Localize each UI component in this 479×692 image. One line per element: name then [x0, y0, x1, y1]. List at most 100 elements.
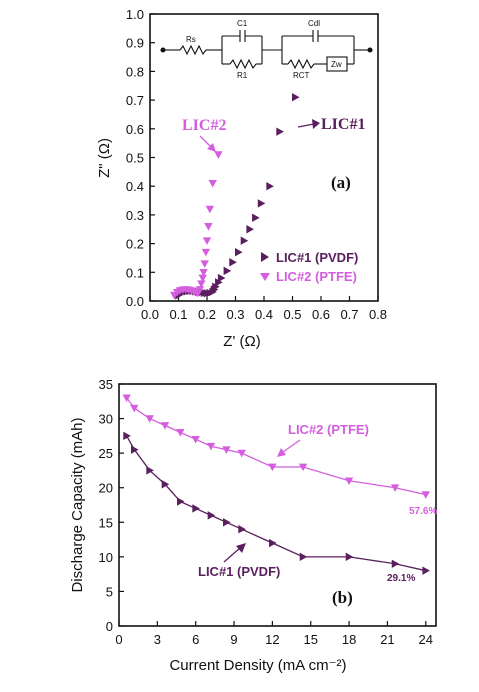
y-tick-label: 20 [99, 481, 113, 496]
x-tick-label: 12 [265, 632, 279, 647]
y-tick-label: 0.9 [126, 36, 144, 51]
series-label-pvdf-arrow [223, 547, 241, 563]
end-label-pvdf: 29.1% [387, 573, 415, 584]
x-tick-label: 0.3 [226, 307, 244, 322]
panel-b-y-ticks: 0 5 10 15 20 25 30 35 [99, 377, 124, 634]
data-point [229, 258, 237, 267]
data-point [202, 237, 212, 245]
data-point [122, 394, 131, 403]
data-point [198, 274, 207, 283]
y-tick-label: 0.8 [126, 64, 144, 79]
data-point [234, 248, 243, 257]
panel-a-series-2-points [170, 151, 223, 300]
data-point [246, 225, 254, 234]
data-point [223, 518, 231, 527]
resistor-rct [287, 58, 315, 70]
panel-b-series-2-points [123, 431, 430, 575]
panel-b: 0 3 6 9 12 15 18 21 24 0 5 10 15 20 25 30 35 LIC#2 (PTF… [69, 377, 437, 674]
x-tick-label: 6 [192, 632, 199, 647]
data-point [199, 268, 208, 277]
y-tick-label: 1.0 [126, 7, 144, 22]
x-tick-label: 0 [115, 632, 122, 647]
circuit-label-rct: RCT [293, 71, 310, 80]
y-tick-label: 0.6 [126, 122, 144, 137]
x-tick-label: 9 [230, 632, 237, 647]
data-point [176, 429, 185, 437]
legend-label-lic1: LIC#1 (PVDF) [276, 250, 358, 265]
panel-a-label: (a) [331, 173, 351, 192]
circuit-label-zw: Zw [331, 60, 342, 69]
x-tick-label: 0.7 [340, 307, 358, 322]
y-tick-label: 0.5 [126, 151, 144, 166]
legend-marker-lic2 [260, 273, 270, 281]
y-tick-label: 0.0 [126, 294, 144, 309]
y-tick-label: 35 [99, 377, 113, 392]
y-tick-label: 0 [106, 619, 113, 634]
data-point [200, 260, 209, 268]
panel-b-series-1-points [122, 394, 430, 499]
legend-label-lic2: LIC#2 (PTFE) [276, 269, 357, 284]
x-tick-label: 0.5 [283, 307, 301, 322]
data-point [191, 435, 200, 444]
data-point [238, 525, 246, 534]
data-point [217, 273, 226, 283]
y-tick-label: 10 [99, 550, 113, 565]
data-point [299, 552, 308, 562]
data-point [192, 504, 200, 513]
annotation-lic2-arrowhead [207, 143, 216, 152]
data-point [222, 446, 231, 454]
panel-a-y-ticks: 0.0 0.1 0.2 0.3 0.4 0.5 0.6 0.7 0.8 0.9 1.0 [126, 7, 155, 309]
data-point [160, 422, 170, 430]
resistor-rs [179, 44, 207, 56]
series-label-ptfe-arrow [282, 439, 301, 453]
annotation-lic2: LIC#2 [182, 117, 226, 134]
y-tick-label: 15 [99, 515, 113, 530]
panel-a: 0.0 0.1 0.2 0.3 0.4 0.5 0.6 0.7 0.8 0.0 0.1 0.2 0.3… [96, 7, 387, 350]
panel-a-x-ticks: 0.0 0.1 0.2 0.3 0.4 0.5 0.6 0.7 0.8 [141, 296, 387, 322]
circuit-label-c1: C1 [237, 19, 248, 28]
x-tick-label: 15 [303, 632, 317, 647]
data-point [215, 278, 223, 287]
y-tick-label: 0.1 [126, 265, 144, 280]
data-point [195, 286, 205, 294]
panel-b-series-1-line [126, 397, 426, 496]
x-tick-label: 0.2 [198, 307, 216, 322]
y-tick-label: 0.2 [126, 237, 144, 252]
data-point [276, 127, 284, 136]
data-point [268, 463, 277, 472]
data-point [345, 552, 354, 562]
y-tick-label: 30 [99, 412, 113, 427]
equivalent-circuit [160, 30, 373, 72]
data-point [298, 463, 308, 472]
series-label-ptfe: LIC#2 (PTFE) [288, 422, 369, 437]
panel-b-plot-frame [118, 383, 437, 627]
y-tick-label: 0.7 [126, 93, 144, 108]
data-point [422, 566, 430, 575]
data-point [130, 445, 139, 454]
data-point [207, 511, 216, 520]
data-point [212, 282, 220, 291]
circuit-labels: Rs C1 R1 Cdl RCT Zw [186, 19, 342, 80]
x-tick-label: 0.1 [169, 307, 187, 322]
x-tick-label: 0.8 [369, 307, 387, 322]
data-point [240, 236, 249, 245]
data-point [214, 151, 223, 159]
data-point [130, 404, 139, 413]
data-point [176, 497, 185, 506]
panel-b-x-label: Current Density (mA cm⁻²) [169, 657, 346, 674]
data-point [161, 480, 170, 489]
data-point [208, 179, 217, 188]
data-point [197, 280, 206, 288]
circuit-label-r1: R1 [237, 71, 248, 80]
data-point [201, 248, 211, 257]
circuit-terminal-right [367, 47, 373, 53]
data-point [421, 491, 430, 499]
y-tick-label: 0.4 [126, 179, 144, 194]
data-point [223, 266, 232, 276]
x-tick-label: 0.4 [255, 307, 273, 322]
circuit-terminal-left [160, 47, 166, 53]
data-point [145, 415, 154, 423]
data-point [237, 449, 246, 458]
x-tick-label: 21 [380, 632, 394, 647]
